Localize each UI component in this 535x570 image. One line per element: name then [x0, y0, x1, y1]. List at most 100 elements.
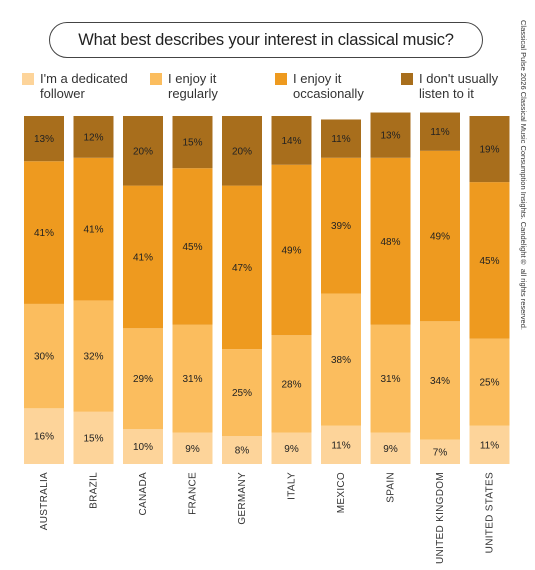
- bar-segment: [271, 116, 312, 165]
- copyright-note: Classical Pulse 2026 Classical Music Con…: [519, 20, 528, 330]
- bar-segment: [370, 112, 411, 158]
- legend-swatch: [275, 73, 287, 85]
- data-label: 25%: [479, 378, 499, 389]
- legend-swatch: [150, 73, 162, 85]
- bar-segment: [172, 324, 213, 433]
- bar-segment: [271, 335, 312, 433]
- category-label: MEXICO: [336, 472, 347, 513]
- bar-segment: [420, 439, 460, 464]
- bar-segment: [420, 112, 460, 151]
- bar-segment: [73, 116, 114, 158]
- data-label: 11%: [331, 134, 350, 145]
- bar-segment: [321, 425, 361, 464]
- data-label: 25%: [232, 388, 252, 399]
- data-label: 39%: [331, 221, 351, 232]
- bar-segment: [370, 432, 411, 464]
- data-label: 41%: [133, 252, 153, 263]
- data-label: 47%: [232, 263, 252, 274]
- data-label: 29%: [133, 374, 153, 385]
- data-label: 49%: [430, 232, 450, 243]
- data-label: 45%: [479, 256, 499, 267]
- category-label: UNITED KINGDOM: [435, 472, 446, 564]
- bar-segment: [24, 161, 64, 304]
- data-label: 31%: [380, 374, 400, 385]
- category-label: SPAIN: [386, 472, 397, 503]
- bar-segment: [469, 182, 510, 339]
- bar-segment: [123, 429, 163, 464]
- bar-segment: [24, 303, 64, 409]
- bar-segment: [73, 411, 114, 464]
- legend-item-dont-listen: I don't usually listen to it: [401, 71, 509, 101]
- bar-segment: [172, 432, 213, 464]
- category-label: UNITED STATES: [485, 472, 496, 553]
- data-label: 13%: [34, 134, 54, 145]
- data-label: 14%: [281, 136, 301, 147]
- legend-swatch: [22, 73, 34, 85]
- data-label: 19%: [479, 145, 499, 156]
- bar-segment: [172, 116, 213, 169]
- bar-segment: [370, 157, 411, 325]
- legend-label: I enjoy it regularly: [168, 71, 218, 101]
- bar-segment: [222, 185, 262, 350]
- bar-segment: [123, 328, 163, 430]
- data-label: 7%: [433, 447, 448, 458]
- category-label: GERMANY: [237, 472, 248, 525]
- category-label: BRAZIL: [89, 472, 100, 509]
- legend-item-occasionally: I enjoy it occasionally: [275, 71, 378, 101]
- bar-segment: [469, 338, 510, 426]
- bar-segment: [73, 300, 114, 412]
- data-label: 9%: [185, 444, 200, 455]
- bar-segment: [24, 408, 64, 464]
- data-label: 9%: [284, 444, 299, 455]
- data-label: 41%: [34, 228, 54, 239]
- bar-segment: [321, 157, 361, 294]
- legend-label: I'm a dedicated follower: [40, 71, 128, 101]
- data-label: 11%: [331, 440, 350, 451]
- data-label: 31%: [182, 374, 202, 385]
- bar-segment: [271, 164, 312, 336]
- legend-item-regularly: I enjoy it regularly: [150, 71, 238, 101]
- data-label: 20%: [232, 146, 252, 157]
- bar-segment: [420, 150, 460, 322]
- data-label: 13%: [380, 131, 400, 142]
- data-label: 11%: [480, 440, 499, 451]
- bar-segment: [321, 293, 361, 426]
- legend-label: I enjoy it occasionally: [293, 71, 364, 101]
- data-label: 16%: [34, 432, 54, 443]
- bar-segment: [123, 185, 163, 329]
- bar-segment: [222, 436, 262, 464]
- data-label: 15%: [182, 138, 202, 149]
- legend-label: I don't usually listen to it: [419, 71, 499, 101]
- data-label: 12%: [83, 132, 103, 143]
- legend-swatch: [401, 73, 413, 85]
- bar-segment: [370, 324, 411, 433]
- legend-item-dedicated: I'm a dedicated follower: [22, 71, 140, 101]
- bar-segment: [24, 116, 64, 162]
- data-label: 15%: [83, 433, 103, 444]
- bar-segment: [222, 349, 262, 437]
- data-label: 10%: [133, 442, 153, 453]
- data-label: 34%: [430, 376, 450, 387]
- data-label: 9%: [383, 444, 398, 455]
- data-label: 45%: [182, 242, 202, 253]
- bar-segment: [469, 425, 510, 464]
- data-label: 28%: [281, 379, 301, 390]
- data-label: 11%: [430, 127, 449, 138]
- category-label: CANADA: [138, 472, 149, 516]
- data-label: 49%: [281, 245, 301, 256]
- bar-segment: [172, 168, 213, 325]
- bar-segment: [73, 157, 114, 301]
- data-label: 30%: [34, 352, 54, 363]
- bar-segment: [420, 321, 460, 440]
- category-label: AUSTRALIA: [39, 472, 50, 530]
- data-label: 41%: [83, 225, 103, 236]
- data-label: 38%: [331, 355, 351, 366]
- data-label: 48%: [380, 237, 400, 248]
- data-label: 32%: [83, 352, 103, 363]
- category-label: ITALY: [287, 472, 298, 500]
- bar-segment: [271, 432, 312, 464]
- category-label: FRANCE: [188, 472, 199, 515]
- data-label: 8%: [235, 446, 250, 457]
- data-label: 20%: [133, 146, 153, 157]
